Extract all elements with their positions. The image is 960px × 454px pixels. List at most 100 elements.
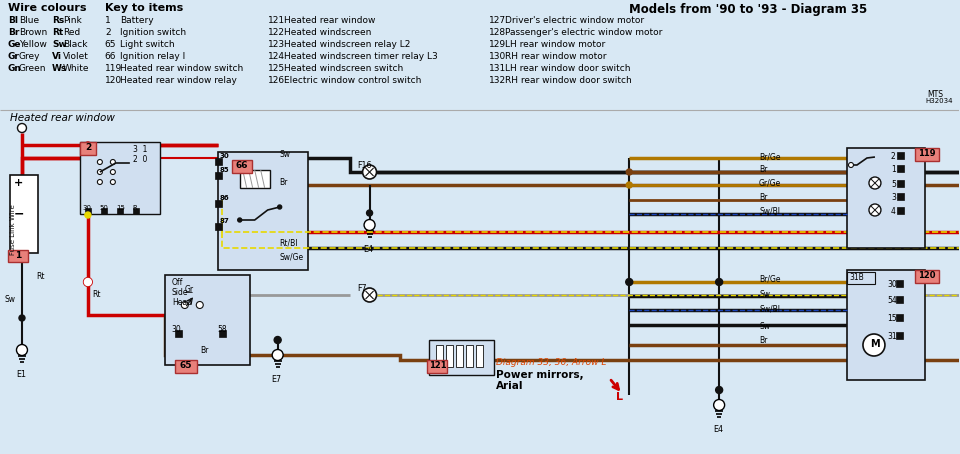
Text: 3  1: 3 1 (132, 145, 147, 154)
Circle shape (713, 400, 725, 410)
Text: +: + (14, 178, 23, 188)
FancyBboxPatch shape (132, 208, 139, 214)
FancyBboxPatch shape (897, 180, 904, 187)
Circle shape (363, 288, 376, 302)
Text: Passenger's electric window motor: Passenger's electric window motor (505, 28, 662, 37)
Text: Gr/Ge: Gr/Ge (759, 178, 781, 187)
FancyBboxPatch shape (117, 208, 123, 214)
Text: M: M (870, 339, 879, 349)
Text: LH rear window motor: LH rear window motor (505, 40, 606, 49)
FancyBboxPatch shape (847, 272, 875, 284)
FancyBboxPatch shape (427, 360, 447, 373)
Text: Sw: Sw (5, 295, 16, 304)
Text: LH rear window door switch: LH rear window door switch (505, 64, 631, 73)
Text: RH rear window motor: RH rear window motor (505, 52, 607, 61)
Text: 1: 1 (105, 16, 110, 25)
FancyBboxPatch shape (847, 148, 924, 248)
FancyBboxPatch shape (215, 200, 222, 207)
Text: Driver's electric window motor: Driver's electric window motor (505, 16, 644, 25)
Text: 5: 5 (891, 180, 896, 189)
FancyBboxPatch shape (896, 332, 903, 339)
Text: Rt/Bl: Rt/Bl (279, 238, 299, 247)
Circle shape (19, 315, 25, 321)
Text: 119: 119 (105, 64, 122, 73)
FancyBboxPatch shape (240, 170, 270, 188)
Text: 124: 124 (268, 52, 285, 61)
Text: Vi: Vi (52, 52, 62, 61)
Text: Diagram 33, 36, Arrow L: Diagram 33, 36, Arrow L (496, 358, 607, 367)
Text: Fuse Link Wire: Fuse Link Wire (10, 205, 16, 255)
Text: Sw/Ge: Sw/Ge (279, 252, 303, 261)
Circle shape (97, 159, 103, 164)
Text: 2  0: 2 0 (132, 155, 147, 164)
Text: Brown: Brown (19, 28, 47, 37)
Text: 50: 50 (100, 205, 108, 211)
Circle shape (16, 345, 28, 355)
Text: Ge: Ge (8, 40, 21, 49)
FancyBboxPatch shape (215, 223, 222, 230)
Circle shape (715, 278, 723, 286)
Text: 15: 15 (887, 314, 897, 323)
Text: Wire colours: Wire colours (8, 3, 86, 13)
Text: 119: 119 (918, 149, 936, 158)
Circle shape (277, 205, 281, 209)
Text: Blue: Blue (19, 16, 39, 25)
FancyBboxPatch shape (915, 148, 939, 161)
FancyBboxPatch shape (897, 193, 904, 200)
Text: Sw: Sw (759, 322, 770, 331)
Text: R: R (132, 205, 137, 211)
FancyBboxPatch shape (915, 270, 939, 283)
FancyBboxPatch shape (101, 208, 107, 214)
Circle shape (97, 179, 103, 184)
Circle shape (97, 169, 103, 174)
Text: Models from '90 to '93 - Diagram 35: Models from '90 to '93 - Diagram 35 (629, 3, 868, 16)
Text: Violet: Violet (63, 52, 88, 61)
Text: 31: 31 (887, 332, 897, 341)
Text: E7: E7 (272, 375, 282, 384)
Circle shape (17, 123, 27, 133)
FancyBboxPatch shape (896, 296, 903, 303)
Circle shape (626, 169, 633, 175)
Text: Heated rear window: Heated rear window (10, 113, 115, 123)
FancyBboxPatch shape (0, 0, 959, 110)
Text: 30: 30 (172, 325, 181, 334)
FancyBboxPatch shape (476, 345, 484, 367)
Text: 65: 65 (105, 40, 116, 49)
Text: Sw/Bl: Sw/Bl (759, 305, 780, 314)
FancyBboxPatch shape (896, 314, 903, 321)
Circle shape (364, 219, 375, 231)
Text: 3: 3 (891, 193, 896, 202)
FancyBboxPatch shape (429, 340, 494, 375)
FancyBboxPatch shape (897, 152, 904, 159)
Text: Sw: Sw (279, 150, 291, 159)
Text: Yellow: Yellow (19, 40, 47, 49)
Text: Heated windscreen switch: Heated windscreen switch (283, 64, 403, 73)
Text: 2: 2 (84, 143, 91, 152)
Text: ―: ― (184, 288, 192, 297)
Text: 15: 15 (116, 205, 125, 211)
Text: Red: Red (63, 28, 81, 37)
Text: Br: Br (759, 165, 767, 174)
Text: Battery: Battery (120, 16, 154, 25)
Text: 132: 132 (490, 76, 507, 85)
Text: 4: 4 (891, 207, 896, 216)
Text: 86: 86 (220, 195, 229, 201)
FancyBboxPatch shape (456, 345, 464, 367)
Text: Br/Ge: Br/Ge (759, 152, 780, 161)
Text: Grey: Grey (19, 52, 40, 61)
Text: 30: 30 (220, 153, 229, 159)
FancyBboxPatch shape (219, 330, 226, 337)
Text: Br/Ge: Br/Ge (759, 275, 780, 284)
Text: Light switch: Light switch (120, 40, 175, 49)
Text: Heated windscreen timer relay L3: Heated windscreen timer relay L3 (283, 52, 438, 61)
Text: Gr: Gr (8, 52, 20, 61)
Text: Rt: Rt (36, 272, 44, 281)
FancyBboxPatch shape (175, 360, 197, 373)
Text: 127: 127 (490, 16, 507, 25)
Text: 131: 131 (490, 64, 507, 73)
Text: Gn: Gn (8, 64, 22, 73)
Text: Side: Side (172, 288, 188, 297)
FancyBboxPatch shape (446, 345, 453, 367)
Text: E1: E1 (16, 370, 26, 379)
Text: RH rear window door switch: RH rear window door switch (505, 76, 632, 85)
